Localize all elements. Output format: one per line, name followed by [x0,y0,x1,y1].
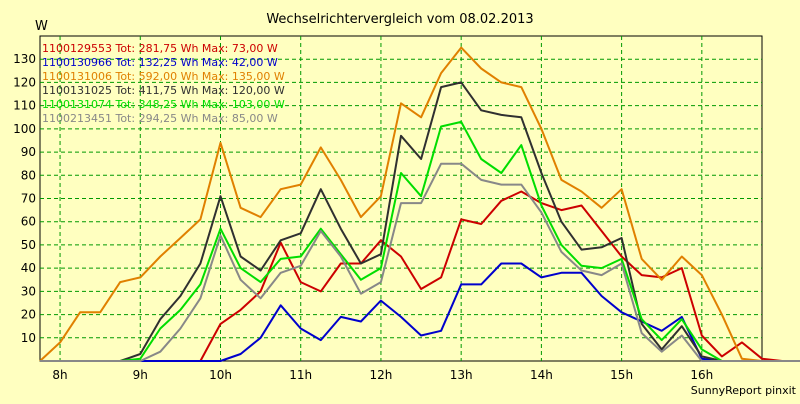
footer-credit: SunnyReport pinxit [691,384,797,397]
y-tick-label: 70 [21,192,36,206]
legend-entry-1100131006: 1100131006 Tot: 592,00 Wh Max: 135,00 W [42,70,285,83]
legend-entry-1100213451: 1100213451 Tot: 294,25 Wh Max: 85,00 W [42,112,278,125]
y-tick-label: 20 [21,308,36,322]
legend-entry-1100131074: 1100131074 Tot: 348,25 Wh Max: 103,00 W [42,98,285,111]
legend-entry-1100129553: 1100129553 Tot: 281,75 Wh Max: 73,00 W [42,42,278,55]
series-line-1100130966 [40,262,800,362]
x-tick-label: 10h [209,368,232,382]
y-tick-label: 90 [21,145,36,159]
y-tick-label: 40 [21,261,36,275]
legend-entry-1100130966: 1100130966 Tot: 132,25 Wh Max: 42,00 W [42,56,278,69]
x-tick-label: 11h [289,368,312,382]
grid [40,36,762,361]
y-tick-label: 80 [21,168,36,182]
legend-entry-1100131025: 1100131025 Tot: 411,75 Wh Max: 120,00 W [42,84,285,97]
y-tick-label: 120 [13,75,36,89]
x-tick-label: 9h [133,368,148,382]
y-tick-label: 110 [13,99,36,113]
y-tick-label: 10 [21,331,36,345]
y-tick-label: 100 [13,122,36,136]
y-tick-label: 60 [21,215,36,229]
y-axis-label: W [35,19,48,34]
y-tick-label: 30 [21,284,36,298]
series-line-1100213451 [40,162,800,362]
chart-title: Wechselrichtervergleich vom 08.02.2013 [266,12,533,27]
y-tick-label: 130 [13,52,36,66]
x-tick-label: 15h [610,368,633,382]
x-tick-label: 14h [530,368,553,382]
x-tick-labels: 8h 9h 10h 11h 12h 13h 14h 15h 16h [52,368,713,382]
series-lines [39,46,800,362]
x-tick-label: 16h [690,368,713,382]
x-tick-label: 12h [370,368,393,382]
series-line-1100131006 [39,46,800,362]
legend: 1100129553 Tot: 281,75 Wh Max: 73,00 W11… [42,42,285,125]
y-tick-labels: 10 20 30 40 50 60 70 80 90 100 110 120 130 [13,52,36,345]
y-tick-label: 50 [21,238,36,252]
x-tick-label: 8h [52,368,67,382]
x-tick-label: 13h [450,368,473,382]
